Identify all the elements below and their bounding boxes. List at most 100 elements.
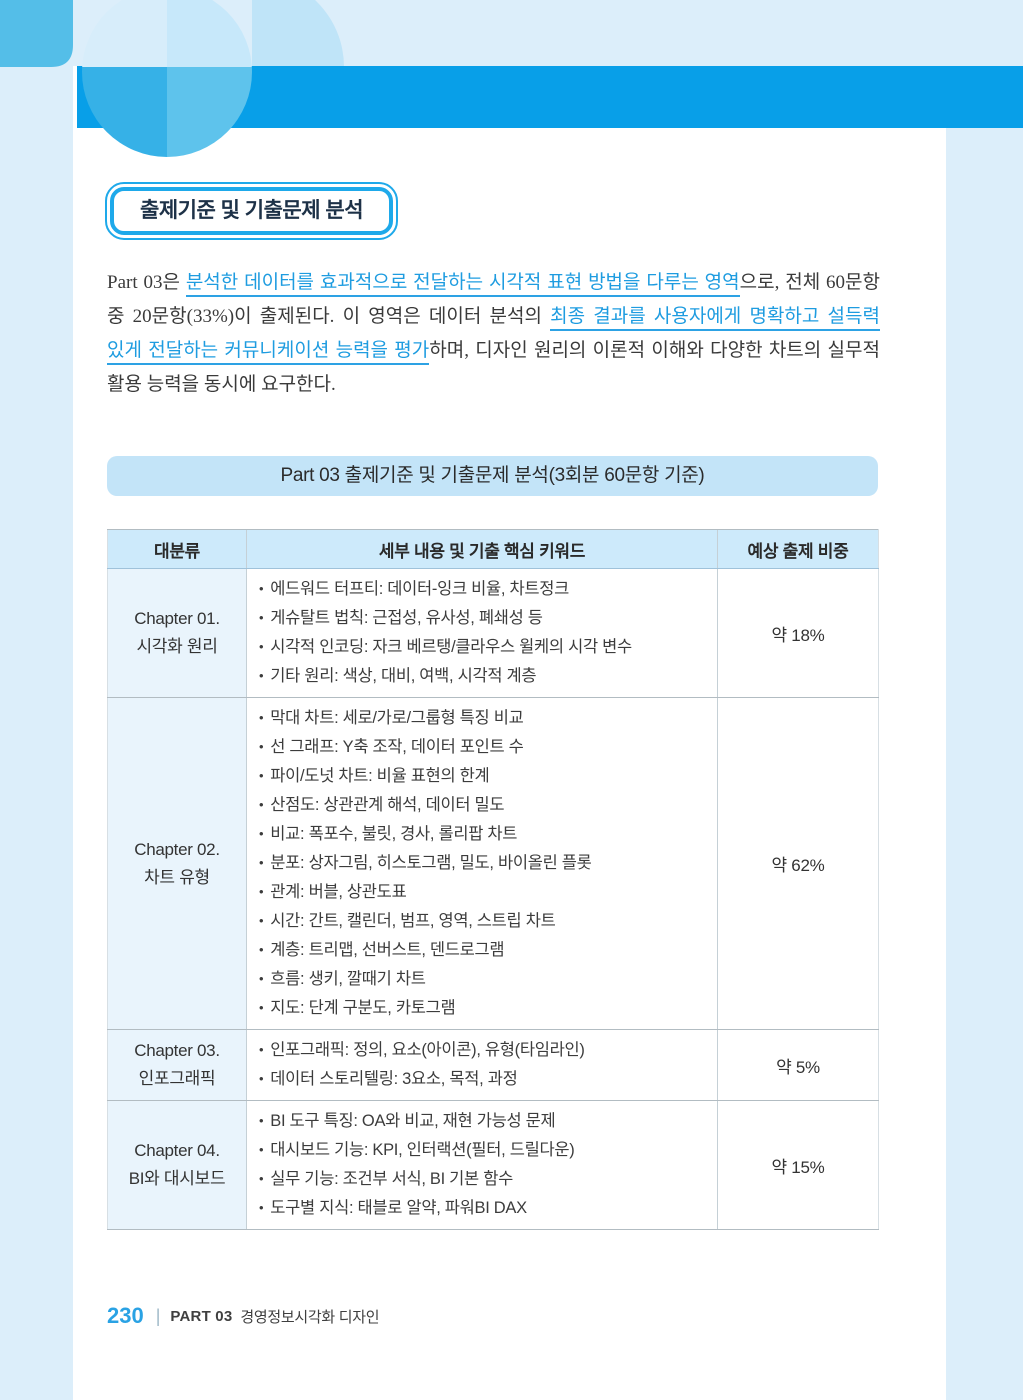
bullet-icon: • — [259, 768, 264, 783]
keyword-item: • 산점도: 상관관계 해석, 데이터 밀도 — [259, 791, 709, 820]
keyword-item: • 데이터 스토리텔링: 3요소, 목적, 과정 — [259, 1065, 709, 1094]
circle-quadrant-bl — [82, 67, 167, 157]
chapter-cell: Chapter 01. 시각화 원리 — [107, 568, 247, 698]
right-margin-strip — [946, 128, 1023, 1400]
table-body: Chapter 01. 시각화 원리 • 에드워드 터프티: 데이터-잉크 비율, 차… — [107, 568, 879, 1230]
bullet-icon: • — [259, 855, 264, 870]
chapter-name: 인포그래픽 — [138, 1069, 216, 1088]
chapter-number: Chapter 04. — [134, 1141, 220, 1160]
keyword-item: • 관계: 버블, 상관도표 — [259, 878, 709, 907]
keyword-text: 비교: 폭포수, 불릿, 경사, 롤리팝 차트 — [270, 825, 518, 843]
keyword-item: • 시간: 간트, 캘린더, 범프, 영역, 스트립 차트 — [259, 907, 709, 936]
intro-paragraph: Part 03은 분석한 데이터를 효과적으로 전달하는 시각적 표현 방법을 … — [107, 266, 880, 402]
keyword-text: 에드워드 터프티: 데이터-잉크 비율, 차트정크 — [270, 580, 570, 598]
table-row: Chapter 01. 시각화 원리 • 에드워드 터프티: 데이터-잉크 비율, 차… — [107, 568, 879, 698]
page-footer: 230 | PART 03 경영정보시각화 디자인 — [107, 1303, 380, 1329]
keyword-item: • 막대 차트: 세로/가로/그룹형 특징 비교 — [259, 704, 709, 733]
keyword-text: 지도: 단계 구분도, 카토그램 — [270, 999, 456, 1017]
table-row: Chapter 03. 인포그래픽 • 인포그래픽: 정의, 요소(아이콘), 유형(… — [107, 1029, 879, 1101]
keywords-cell: • 인포그래픽: 정의, 요소(아이콘), 유형(타임라인) • 데이터 스토리텔링:… — [246, 1029, 718, 1101]
keyword-item: • 시각적 인코딩: 자크 베르탱/클라우스 윌케의 시각 변수 — [259, 633, 709, 662]
circle-quadrant-br — [167, 67, 252, 157]
bullet-icon: • — [259, 1042, 264, 1057]
keyword-item: • 비교: 폭포수, 불릿, 경사, 롤리팝 차트 — [259, 820, 709, 849]
column-header: 대분류 — [107, 529, 247, 569]
keywords-cell: • 막대 차트: 세로/가로/그룹형 특징 비교 • 선 그래프: Y축 조작, 데이… — [246, 697, 718, 1030]
keyword-text: 관계: 버블, 상관도표 — [270, 883, 407, 901]
keyword-item: • 실무 기능: 조건부 서식, BI 기본 함수 — [259, 1165, 709, 1194]
chapter-name: 차트 유형 — [144, 867, 210, 887]
table-title-banner: Part 03 출제기준 및 기출문제 분석(3회분 60문항 기준) — [107, 456, 878, 496]
weight-cell: 약 15% — [717, 1100, 879, 1230]
left-margin-strip — [0, 66, 73, 1400]
bullet-icon: • — [259, 826, 264, 841]
table-row: Chapter 02. 차트 유형 • 막대 차트: 세로/가로/그룹형 특징 비교 •… — [107, 697, 879, 1030]
keyword-text: 시간: 간트, 캘린더, 범프, 영역, 스트립 차트 — [270, 912, 556, 930]
table-header-row: 대분류 세부 내용 및 기출 핵심 키워드 예상 출제 비중 — [107, 529, 879, 569]
footer-part-label: PART 03 — [170, 1307, 233, 1325]
bullet-icon: • — [259, 1142, 264, 1157]
bullet-icon: • — [259, 1171, 264, 1186]
analysis-table: 대분류 세부 내용 및 기출 핵심 키워드 예상 출제 비중 Chapter 01.… — [107, 529, 879, 1230]
bullet-icon: • — [259, 668, 264, 683]
intro-highlight-text: 최종 결과를 사용자에게 명확하고 설득력 있게 전달하는 커뮤니케이션 능력을… — [107, 306, 880, 365]
keyword-item: • 기타 원리: 색상, 대비, 여백, 시각적 계층 — [259, 662, 709, 691]
chapter-name: BI와 대시보드 — [128, 1169, 226, 1188]
keywords-cell: • BI 도구 특징: OA와 비교, 재현 가능성 문제 • 대시보드 기능: KP… — [246, 1100, 718, 1230]
keyword-text: 도구별 지식: 태블로 알약, 파워BI DAX — [270, 1199, 527, 1217]
bullet-icon: • — [259, 1071, 264, 1086]
table-row: Chapter 04. BI와 대시보드 • BI 도구 특징: OA와 비교, 재현… — [107, 1100, 879, 1230]
keyword-text: 데이터 스토리텔링: 3요소, 목적, 과정 — [270, 1070, 518, 1088]
keyword-text: 시각적 인코딩: 자크 베르탱/클라우스 윌케의 시각 변수 — [270, 638, 632, 656]
weight-cell: 약 18% — [717, 568, 879, 698]
chapter-number: Chapter 01. — [134, 609, 220, 628]
section-title-label: 출제기준 및 기출문제 분석 — [140, 199, 364, 222]
weight-cell: 약 5% — [717, 1029, 879, 1101]
keyword-item: • 계층: 트리맵, 선버스트, 덴드로그램 — [259, 936, 709, 965]
quarter-circle-shape — [252, 0, 344, 67]
column-header: 세부 내용 및 기출 핵심 키워드 — [246, 529, 718, 569]
corner-square-shape — [0, 0, 73, 67]
column-header: 예상 출제 비중 — [717, 529, 879, 569]
keyword-item: • 분포: 상자그림, 히스토그램, 밀도, 바이올린 플롯 — [259, 849, 709, 878]
table-title-label: Part 03 출제기준 및 기출문제 분석(3회분 60문항 기준) — [280, 465, 705, 486]
keyword-item: • 대시보드 기능: KPI, 인터랙션(필터, 드릴다운) — [259, 1136, 709, 1165]
bullet-icon: • — [259, 610, 264, 625]
chapter-number: Chapter 02. — [134, 839, 220, 859]
intro-text: Part 03은 — [107, 272, 186, 293]
keyword-item: • BI 도구 특징: OA와 비교, 재현 가능성 문제 — [259, 1107, 709, 1136]
keyword-text: 기타 원리: 색상, 대비, 여백, 시각적 계층 — [270, 667, 537, 685]
keyword-item: • 지도: 단계 구분도, 카토그램 — [259, 994, 709, 1023]
bullet-icon: • — [259, 971, 264, 986]
intro-highlight-text: 분석한 데이터를 효과적으로 전달하는 시각적 표현 방법을 다루는 영역 — [185, 272, 740, 297]
intro-text: 으로, 전체 60문항 중 20문항(33%)이 출제된다. 이 영역은 데이터… — [107, 272, 880, 327]
bullet-icon: • — [259, 739, 264, 754]
keyword-text: 대시보드 기능: KPI, 인터랙션(필터, 드릴다운) — [270, 1141, 575, 1159]
analysis-table-wrapper: 대분류 세부 내용 및 기출 핵심 키워드 예상 출제 비중 Chapter 01.… — [107, 529, 879, 1230]
keyword-text: 선 그래프: Y축 조작, 데이터 포인트 수 — [270, 738, 524, 756]
keyword-text: BI 도구 특징: OA와 비교, 재현 가능성 문제 — [270, 1112, 556, 1130]
bullet-icon: • — [259, 913, 264, 928]
keyword-item: • 게슈탈트 법칙: 근접성, 유사성, 폐쇄성 등 — [259, 604, 709, 633]
footer-book-title: 경영정보시각화 디자인 — [240, 1308, 380, 1326]
keyword-text: 게슈탈트 법칙: 근접성, 유사성, 폐쇄성 등 — [270, 609, 543, 627]
chapter-cell: Chapter 02. 차트 유형 — [107, 697, 247, 1030]
bullet-icon: • — [259, 710, 264, 725]
footer-separator: | — [155, 1305, 161, 1326]
bullet-icon: • — [259, 797, 264, 812]
keyword-text: 흐름: 생키, 깔때기 차트 — [270, 970, 426, 988]
keyword-text: 분포: 상자그림, 히스토그램, 밀도, 바이올린 플롯 — [270, 854, 592, 872]
circle-quadrant-tr — [167, 0, 252, 67]
keyword-item: • 선 그래프: Y축 조작, 데이터 포인트 수 — [259, 733, 709, 762]
keyword-item: • 흐름: 생키, 깔때기 차트 — [259, 965, 709, 994]
header-decoration — [0, 0, 1023, 157]
bullet-icon: • — [259, 581, 264, 596]
bullet-icon: • — [259, 1113, 264, 1128]
bullet-icon: • — [259, 884, 264, 899]
keyword-item: • 에드워드 터프티: 데이터-잉크 비율, 차트정크 — [259, 575, 709, 604]
chapter-number: Chapter 03. — [134, 1041, 220, 1060]
circle-quadrant-tl — [82, 0, 167, 67]
keywords-cell: • 에드워드 터프티: 데이터-잉크 비율, 차트정크 • 게슈탈트 법칙: 근접성,… — [246, 568, 718, 698]
bullet-icon: • — [259, 1200, 264, 1215]
weight-cell: 약 62% — [717, 697, 879, 1030]
